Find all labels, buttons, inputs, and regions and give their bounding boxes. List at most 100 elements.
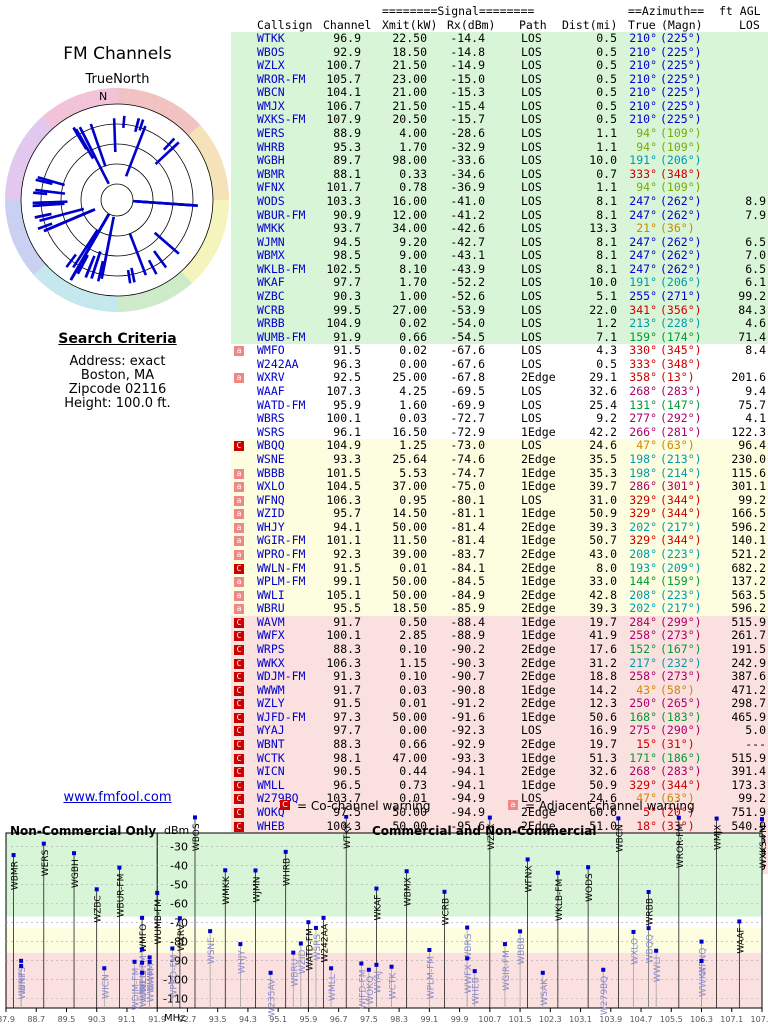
table-row[interactable]: WKLB-FM 102.5 8.10 -43.9 LOS 8.1 247° (262°) 6.5 [231, 261, 768, 277]
callsign-link[interactable]: WBNT [257, 737, 285, 752]
callsign-link[interactable]: WRBB [257, 316, 285, 331]
station-marker[interactable] [291, 950, 296, 955]
callsign-link[interactable]: WWLI [257, 587, 285, 602]
callsign-link[interactable]: WBUR-FM [257, 207, 306, 222]
station-marker[interactable] [646, 889, 651, 894]
website-link[interactable]: www.fmfool.com [63, 790, 172, 805]
station-marker[interactable] [193, 815, 197, 820]
station-marker[interactable] [646, 926, 651, 931]
table-row[interactable]: WMJX 106.7 21.50 -15.4 LOS 0.5 210° (225°) [231, 98, 768, 114]
callsign-link[interactable]: WPRO-FM [257, 546, 306, 561]
callsign-link[interactable]: WBMR [257, 166, 285, 181]
col-rx[interactable]: Rx(dBm) [447, 18, 496, 32]
table-row[interactable]: a WMFO 91.5 0.02 -67.6 LOS 4.3 330° (345°) 8.4 [231, 344, 768, 358]
table-row[interactable]: C WZLY 91.5 0.01 -91.2 2Edge 12.3 250° (265°) 298… [231, 697, 768, 711]
callsign-link[interactable]: WBMX [257, 248, 285, 263]
callsign-link[interactable]: WXKS-FM [257, 112, 306, 127]
table-row[interactable]: WBMX 98.5 9.00 -43.1 LOS 8.1 247° (262°) 7.0 [231, 249, 768, 263]
station-marker[interactable] [465, 925, 470, 930]
table-row[interactable]: WFNX 101.7 0.78 -36.9 LOS 1.1 94° (109°) [231, 181, 768, 195]
callsign-link[interactable]: W279BQ [257, 791, 299, 806]
table-row[interactable]: C WYAJ 97.7 0.00 -92.3 LOS 16.9 275° (290°) 5.0 [231, 724, 768, 739]
callsign-link[interactable]: WBBB [257, 465, 285, 480]
col-magn[interactable]: (Magn) [661, 18, 703, 32]
callsign-link[interactable]: WODS [257, 193, 285, 208]
station-marker[interactable] [268, 970, 273, 975]
station-marker[interactable] [518, 929, 523, 934]
table-row[interactable]: a WWLI 105.1 50.00 -84.9 2Edge 42.8 208° (223°) 5… [231, 587, 768, 603]
table-row[interactable]: WCRB 99.5 27.00 -53.9 LOS 22.0 341° (356°) 84.3 [231, 302, 768, 318]
table-row[interactable]: WBOS 92.9 18.50 -14.8 LOS 0.5 210° (225°) [231, 44, 768, 60]
table-row[interactable]: a WHJY 94.1 50.00 -81.4 2Edge 39.3 202° (217°) 59… [231, 520, 768, 535]
callsign-link[interactable]: WXLO [257, 479, 285, 494]
table-row[interactable]: WUMB-FM 91.9 0.66 -54.5 LOS 7.1 159° (174°) 71.4 [231, 329, 768, 345]
station-marker[interactable] [72, 851, 77, 856]
callsign-link[interactable]: WMFO [257, 343, 285, 358]
callsign-link[interactable]: WWWM [257, 682, 285, 697]
table-row[interactable]: WJMN 94.5 9.20 -42.7 LOS 8.1 247° (262°) 6.5 [231, 234, 768, 250]
table-row[interactable]: C WWKX 106.3 1.15 -90.3 2Edge 31.2 217° (232°) 24… [231, 656, 768, 671]
station-marker[interactable] [140, 970, 145, 975]
col-true[interactable]: True [628, 18, 656, 32]
station-marker[interactable] [555, 870, 560, 875]
table-row[interactable]: WZLX 100.7 21.50 -14.9 LOS 0.5 210° (225°) [231, 59, 768, 73]
station-marker[interactable] [699, 939, 704, 944]
table-row[interactable]: W242AA 96.3 0.00 -67.6 LOS 0.5 333° (348°) [231, 357, 768, 372]
station-marker[interactable] [306, 920, 311, 925]
station-marker[interactable] [140, 947, 145, 952]
table-row[interactable]: a WBRU 95.5 18.50 -85.9 2Edge 39.3 202° (217°) 59… [231, 602, 768, 616]
table-row[interactable]: WTKK 96.9 22.50 -14.4 LOS 0.5 210° (225°) [231, 31, 768, 46]
callsign-link[interactable]: WPLM-FM [257, 574, 306, 589]
table-row[interactable]: C WHEB 100.3 50.00 -95.6 2Edge 51.0 18° (33°) 540… [231, 819, 768, 834]
callsign-link[interactable]: WICN [257, 764, 285, 779]
station-marker[interactable] [502, 942, 507, 947]
station-marker[interactable] [329, 966, 334, 971]
callsign-link[interactable]: WBRU [257, 601, 285, 616]
table-row[interactable]: WKAF 97.7 1.70 -52.2 LOS 10.0 191° (206°) 6.1 [231, 276, 768, 290]
station-marker[interactable] [760, 817, 764, 822]
station-marker[interactable] [540, 970, 545, 975]
table-row[interactable]: WBMR 88.1 0.33 -34.6 LOS 0.7 333° (348°) [231, 166, 768, 182]
table-row[interactable]: a WPLM-FM 99.1 50.00 -84.5 1Edge 33.0 144° (159°… [231, 575, 768, 589]
callsign-link[interactable]: WJMN [257, 234, 285, 249]
table-row[interactable]: C WMLL 96.5 0.73 -94.1 1Edge 50.9 329° (344°) 173… [231, 777, 768, 793]
table-row[interactable]: WRBB 104.9 0.02 -54.0 LOS 1.2 213° (228°) 4.6 [231, 317, 768, 331]
callsign-link[interactable]: WRPS [257, 642, 285, 657]
col-channel[interactable]: Channel [323, 18, 372, 32]
callsign-link[interactable]: WUMB-FM [257, 329, 306, 344]
station-marker[interactable] [170, 946, 175, 951]
callsign-link[interactable]: WKAF [257, 275, 285, 290]
callsign-link[interactable]: WCRB [257, 302, 285, 317]
station-marker[interactable] [676, 815, 681, 820]
callsign-link[interactable]: WJFD-FM [257, 709, 306, 724]
station-marker[interactable] [616, 816, 621, 821]
station-marker[interactable] [140, 960, 145, 965]
callsign-link[interactable]: WZID [257, 506, 285, 521]
station-marker[interactable] [586, 865, 591, 870]
station-marker[interactable] [344, 815, 349, 819]
table-row[interactable]: C WBQQ 104.9 1.25 -73.0 LOS 24.6 47° (63°) 96.4 [231, 439, 768, 453]
station-marker[interactable] [283, 849, 288, 854]
table-row[interactable]: WBRS 100.1 0.03 -72.7 LOS 9.2 277° (292°) 4.1 [231, 412, 768, 426]
station-marker[interactable] [487, 815, 492, 820]
callsign-link[interactable]: WBQQ [257, 438, 285, 453]
table-row[interactable]: a WFNQ 106.3 0.95 -80.1 LOS 31.0 329° (344°) 99.2 [231, 493, 768, 508]
callsign-link[interactable]: WMKK [257, 221, 285, 236]
callsign-link[interactable]: WMJX [257, 98, 285, 113]
callsign-link[interactable]: WERS [257, 126, 285, 141]
station-marker[interactable] [155, 890, 160, 895]
col-path[interactable]: Path [519, 18, 547, 32]
table-row[interactable]: WXKS-FM 107.9 20.50 -15.7 LOS 0.5 210° (225°) [231, 112, 768, 128]
callsign-link[interactable]: WKLB-FM [257, 261, 306, 276]
table-row[interactable]: WSNE 93.3 25.64 -74.6 2Edge 35.5 198° (213°) 230… [231, 452, 768, 467]
table-row[interactable]: WBUR-FM 90.9 12.00 -41.2 LOS 8.1 247° (262°) 7.9 [231, 207, 768, 223]
table-row[interactable]: a WXRV 92.5 25.00 -67.8 2Edge 29.1 358° (13°) 201… [231, 371, 768, 386]
station-marker[interactable] [472, 969, 477, 974]
callsign-link[interactable]: WMLL [257, 777, 285, 792]
table-row[interactable]: a WBBB 101.5 5.53 -74.7 1Edge 35.3 198° (214°) 11… [231, 465, 768, 481]
table-row[interactable]: C WAVM 91.7 0.50 -88.4 1Edge 19.7 284° (299°) 515… [231, 615, 768, 630]
callsign-link[interactable]: WBOS [257, 44, 285, 59]
station-marker[interactable] [41, 841, 46, 846]
callsign-link[interactable]: WHRB [257, 139, 285, 154]
station-marker[interactable] [253, 868, 258, 873]
